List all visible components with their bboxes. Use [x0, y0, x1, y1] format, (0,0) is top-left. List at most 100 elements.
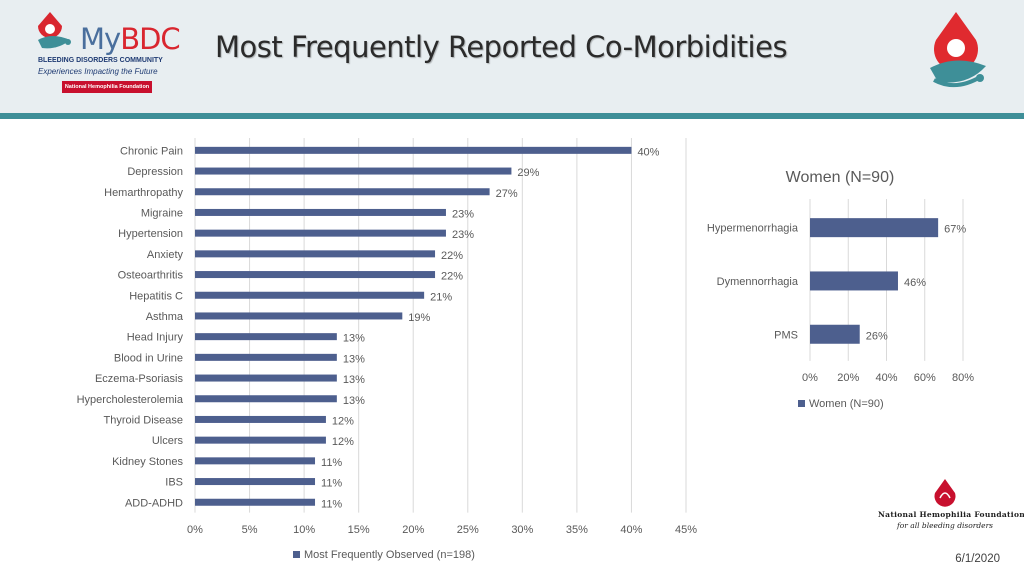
data-label: 11%	[321, 498, 342, 510]
data-label: 13%	[343, 395, 365, 407]
data-label: 13%	[343, 333, 365, 345]
mybdc-tagline: Experiences Impacting the Future	[38, 67, 158, 76]
x-tick-label: 0%	[187, 524, 203, 536]
slide-date: 6/1/2020	[955, 553, 1000, 565]
x-tick-label: 25%	[457, 524, 479, 536]
data-label: 21%	[430, 291, 452, 303]
bar	[195, 229, 446, 237]
category-label: Kidney Stones	[112, 456, 183, 468]
bar	[195, 291, 425, 299]
nhf-badge: National Hemophilia Foundation	[62, 81, 152, 93]
category-label: Chronic Pain	[120, 145, 183, 157]
x-tick-label: 10%	[293, 524, 315, 536]
category-label: Hypermenorrhagia	[707, 223, 799, 235]
header-rule	[0, 113, 1024, 119]
mybdc-drop-icon	[38, 12, 71, 49]
category-label: ADD-ADHD	[125, 497, 183, 509]
category-label: Osteoarthritis	[118, 270, 184, 282]
category-label: Eczema-Psoriasis	[95, 373, 184, 385]
bar	[195, 188, 490, 196]
bar	[195, 146, 632, 154]
legend-swatch	[798, 400, 805, 407]
category-label: Asthma	[146, 311, 184, 323]
data-label: 23%	[452, 229, 474, 241]
legend-swatch	[293, 551, 300, 558]
bar	[195, 395, 337, 403]
bar	[195, 167, 512, 175]
x-tick-label: 20%	[402, 524, 424, 536]
bar	[195, 312, 403, 320]
bar	[195, 250, 436, 258]
category-label: Hypercholesterolemia	[77, 394, 184, 406]
data-label: 11%	[321, 457, 342, 469]
mybdc-logo: MyBDC BLEEDING DISORDERS COMMUNITY Exper…	[36, 10, 186, 96]
x-tick-label: 35%	[566, 524, 588, 536]
bar	[195, 457, 316, 465]
drop-figure-icon	[930, 12, 986, 88]
data-label: 26%	[866, 330, 888, 342]
data-label: 22%	[441, 250, 463, 262]
data-label: 46%	[904, 277, 926, 289]
mybdc-brand: MyBDC	[80, 22, 181, 56]
data-label: 11%	[321, 478, 342, 490]
x-tick-label: 45%	[675, 524, 697, 536]
bar	[195, 374, 337, 382]
bar	[195, 498, 316, 506]
chart-title: Women (N=90)	[786, 169, 895, 186]
category-label: Anxiety	[147, 249, 184, 261]
category-label: Dymennorrhagia	[717, 276, 799, 288]
category-label: Migraine	[141, 207, 183, 219]
nhf-footer-logo: National Hemophilia Foundation for all b…	[878, 478, 1024, 536]
bar	[195, 436, 326, 444]
bar	[195, 353, 337, 361]
category-label: Hepatitis C	[129, 290, 183, 302]
category-label: Blood in Urine	[114, 352, 183, 364]
nhf-tagline: for all bleeding disorders	[896, 521, 994, 530]
data-label: 13%	[343, 353, 365, 365]
legend-label: Most Frequently Observed (n=198)	[304, 549, 475, 561]
x-tick-label: 60%	[914, 372, 936, 384]
bar	[810, 218, 939, 238]
data-label: 13%	[343, 374, 365, 386]
nhf-name: National Hemophilia Foundation	[878, 510, 1024, 519]
legend-label: Women (N=90)	[809, 398, 884, 410]
x-tick-label: 40%	[620, 524, 642, 536]
category-label: Thyroid Disease	[104, 414, 183, 426]
x-tick-label: 40%	[875, 372, 897, 384]
category-label: IBS	[165, 477, 183, 489]
data-label: 22%	[441, 271, 463, 283]
data-label: 67%	[944, 224, 966, 236]
bar	[195, 333, 337, 341]
data-label: 12%	[332, 415, 354, 427]
data-label: 19%	[408, 312, 430, 324]
x-tick-label: 15%	[348, 524, 370, 536]
mybdc-subtitle: BLEEDING DISORDERS COMMUNITY	[38, 57, 163, 64]
category-label: Head Injury	[127, 332, 184, 344]
header-band	[0, 0, 1024, 113]
bar	[810, 271, 898, 291]
category-label: Hemarthropathy	[104, 187, 183, 199]
bar	[195, 208, 446, 216]
x-tick-label: 20%	[837, 372, 859, 384]
bar	[195, 415, 326, 423]
page-title: Most Frequently Reported Co-Morbidities	[215, 30, 788, 64]
data-label: 12%	[332, 436, 354, 448]
data-label: 40%	[637, 146, 659, 158]
x-tick-label: 80%	[952, 372, 974, 384]
bar	[195, 478, 316, 486]
nhf-drop-icon	[934, 479, 956, 507]
category-label: Ulcers	[152, 435, 184, 447]
bar	[810, 324, 860, 344]
bar	[195, 271, 436, 279]
data-label: 27%	[496, 188, 518, 200]
comorbidities-chart: 0% 5% 10% 15% 20% 25% 30% 35% 40% 45% Chronic Pain…	[77, 138, 697, 561]
x-tick-label: 0%	[802, 372, 818, 384]
x-tick-label: 30%	[511, 524, 533, 536]
category-label: Hypertension	[118, 228, 183, 240]
x-tick-label: 5%	[242, 524, 258, 536]
category-label: PMS	[774, 329, 798, 341]
data-label: 29%	[517, 167, 539, 179]
women-chart: Women (N=90) 0% 20% 40% 60% 80% Hypermenorrhag…	[707, 169, 974, 410]
category-label: Depression	[127, 166, 183, 178]
data-label: 23%	[452, 208, 474, 220]
